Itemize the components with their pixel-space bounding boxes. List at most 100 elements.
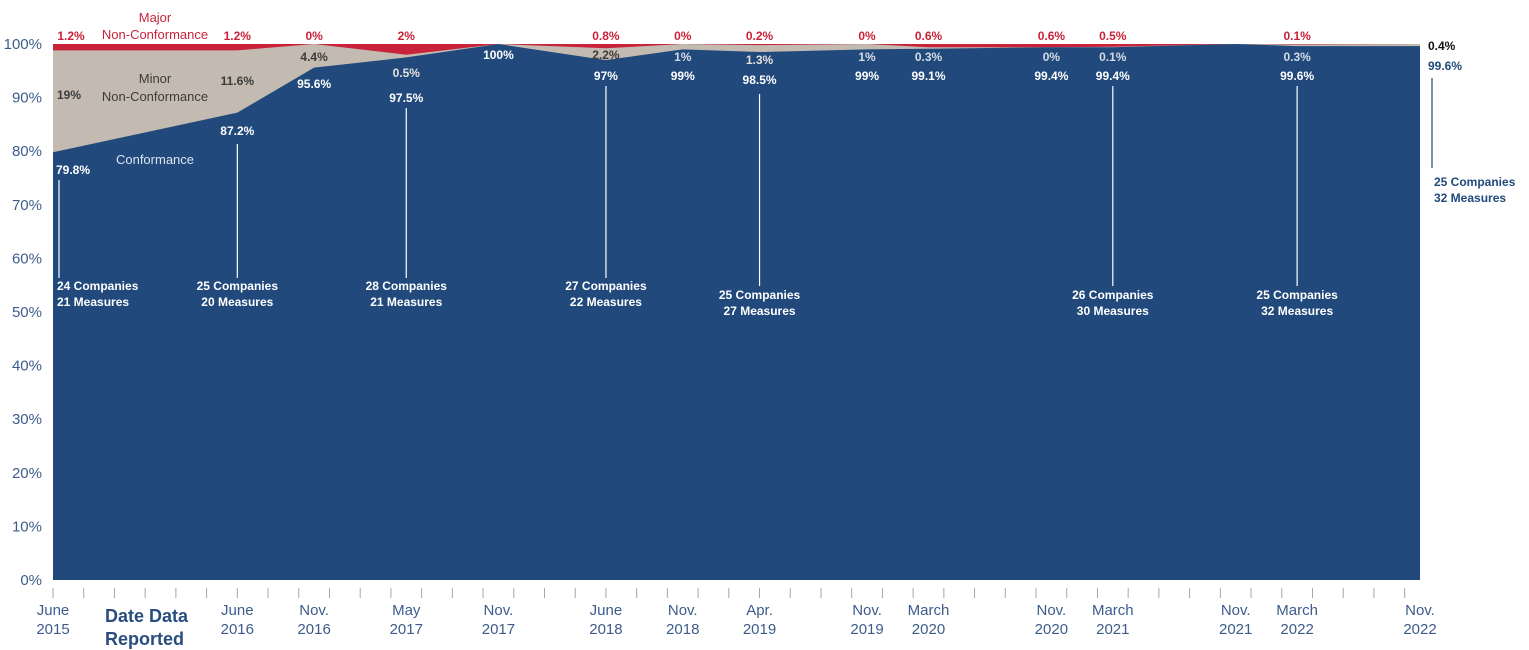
annotation-text: 22 Measures [570,295,642,309]
annotation-text: 25 Companies [1434,175,1516,189]
annotation-text: 25 Companies [197,279,279,293]
annotation-text: 20 Measures [201,295,273,309]
x-tick-label: Nov. [852,602,882,619]
data-label-conformance: 99.6% [1428,59,1462,73]
annotation-text: 21 Measures [370,295,442,309]
data-label-minor: 0.5% [393,66,421,80]
data-label-minor: 2.2% [592,48,620,62]
data-label-conformance: 97.5% [389,91,423,105]
x-tick-label: June [37,602,70,619]
data-label-major: 0.6% [915,29,943,43]
data-label-conformance: 99.1% [911,69,945,83]
x-tick-label: March [908,602,950,619]
y-tick-label: 20% [12,465,42,482]
data-label-major: 1.2% [224,29,252,43]
series-label-major: Non-Conformance [102,27,208,42]
annotation-text: 32 Measures [1261,304,1333,318]
data-label-conformance: 100% [483,48,514,62]
data-label-conformance: 98.5% [743,73,777,87]
area-conformance [53,44,1420,580]
annotation-text: 27 Measures [724,304,796,318]
data-label-minor: 1.3% [746,53,774,67]
data-label-minor: 0.3% [915,50,943,64]
x-axis-title-line-2: Reported [105,629,184,649]
data-label-minor: 19% [57,88,81,102]
area-layer [53,44,1420,580]
x-tick-label: 2021 [1096,621,1129,638]
y-tick-label: 10% [12,518,42,535]
y-tick-label: 60% [12,250,42,267]
data-label-conformance: 99.4% [1096,69,1130,83]
annotation-text: 26 Companies [1072,288,1154,302]
series-label-conformance: Conformance [116,152,194,167]
x-tick-label: Nov. [1405,602,1435,619]
x-axis-title-line-1: Date Data [105,606,189,626]
y-tick-label: 90% [12,90,42,107]
annotation-text: 21 Measures [57,295,129,309]
x-tick-label: Nov. [1037,602,1067,619]
x-tick-label: 2022 [1280,621,1313,638]
data-label-major: 0.8% [592,29,620,43]
annotation-text: 25 Companies [1256,288,1338,302]
annotation-text: 30 Measures [1077,304,1149,318]
data-label-major: 2% [398,29,416,43]
data-label-major: 0.1% [1283,29,1311,43]
x-tick-label: 2019 [850,621,883,638]
x-tick-label: 2017 [390,621,423,638]
x-tick-label: 2018 [666,621,699,638]
series-label-major: Major [139,10,172,25]
data-label-conformance: 87.2% [220,124,254,138]
x-tick-label: March [1092,602,1134,619]
x-tick-label: Nov. [299,602,329,619]
y-tick-label: 0% [20,572,42,589]
x-tick-label: 2015 [36,621,69,638]
x-tick-label: Nov. [668,602,698,619]
data-label-minor: 11.6% [221,74,255,88]
y-tick-label: 100% [4,36,42,53]
series-label-minor: Non-Conformance [102,89,208,104]
x-tick-label: June [221,602,254,619]
x-tick-label: Nov. [1221,602,1251,619]
data-label-minor: 0% [1043,50,1061,64]
data-label-conformance: 79.8% [56,163,90,177]
data-label-major: 0% [858,29,876,43]
data-labels: 1.2% 1.2% 0% 2% 0.8% 0% 0.2% 0% 0.6% 0.6% 0.5% 0.1%… [56,29,1462,177]
data-label-major: 0% [674,29,692,43]
data-label-minor: 4.4% [300,50,328,64]
data-label-conformance: 99% [855,69,879,83]
x-tick-label: Apr. [746,602,773,619]
annotation-text: 32 Measures [1434,191,1506,205]
data-label-conformance: 97% [594,69,618,83]
y-tick-label: 70% [12,197,42,214]
x-tick-label: 2022 [1403,621,1436,638]
x-tick-label: 2016 [297,621,330,638]
annotation-text: 28 Companies [366,279,448,293]
x-tick-label: 2016 [221,621,254,638]
x-tick-label: 2020 [1035,621,1068,638]
x-tick-label: May [392,602,421,619]
x-tick-label: 2020 [912,621,945,638]
y-axis: 0% 10% 20% 30% 40% 50% 60% 70% 80% 90% 100% [4,36,42,589]
x-tick-label: 2021 [1219,621,1252,638]
x-tick-label: Nov. [484,602,514,619]
data-label-conformance: 99.6% [1280,69,1314,83]
data-label-minor: 0.1% [1099,50,1127,64]
y-tick-label: 40% [12,358,42,375]
series-labels: Major Non-Conformance Minor Non-Conformance… [102,10,208,167]
data-label-minor: 0.4% [1428,39,1456,53]
data-label-major: 0.2% [746,29,774,43]
x-tick-label: 2018 [589,621,622,638]
x-tick-label: March [1276,602,1318,619]
x-tick-label: June [590,602,623,619]
y-tick-label: 80% [12,143,42,160]
y-tick-label: 30% [12,411,42,428]
annotation-text: 24 Companies [57,279,139,293]
data-label-major: 0.6% [1038,29,1066,43]
annotations: 24 Companies 21 Measures 25 Companies 20 Me… [57,78,1516,318]
data-label-major: 1.2% [57,29,85,43]
annotation-text: 25 Companies [719,288,801,302]
x-tick-label: 2017 [482,621,515,638]
x-axis: Date Data Reported June 2015 June 2016 Nov. 2… [36,588,1437,649]
data-label-major: 0.5% [1099,29,1127,43]
